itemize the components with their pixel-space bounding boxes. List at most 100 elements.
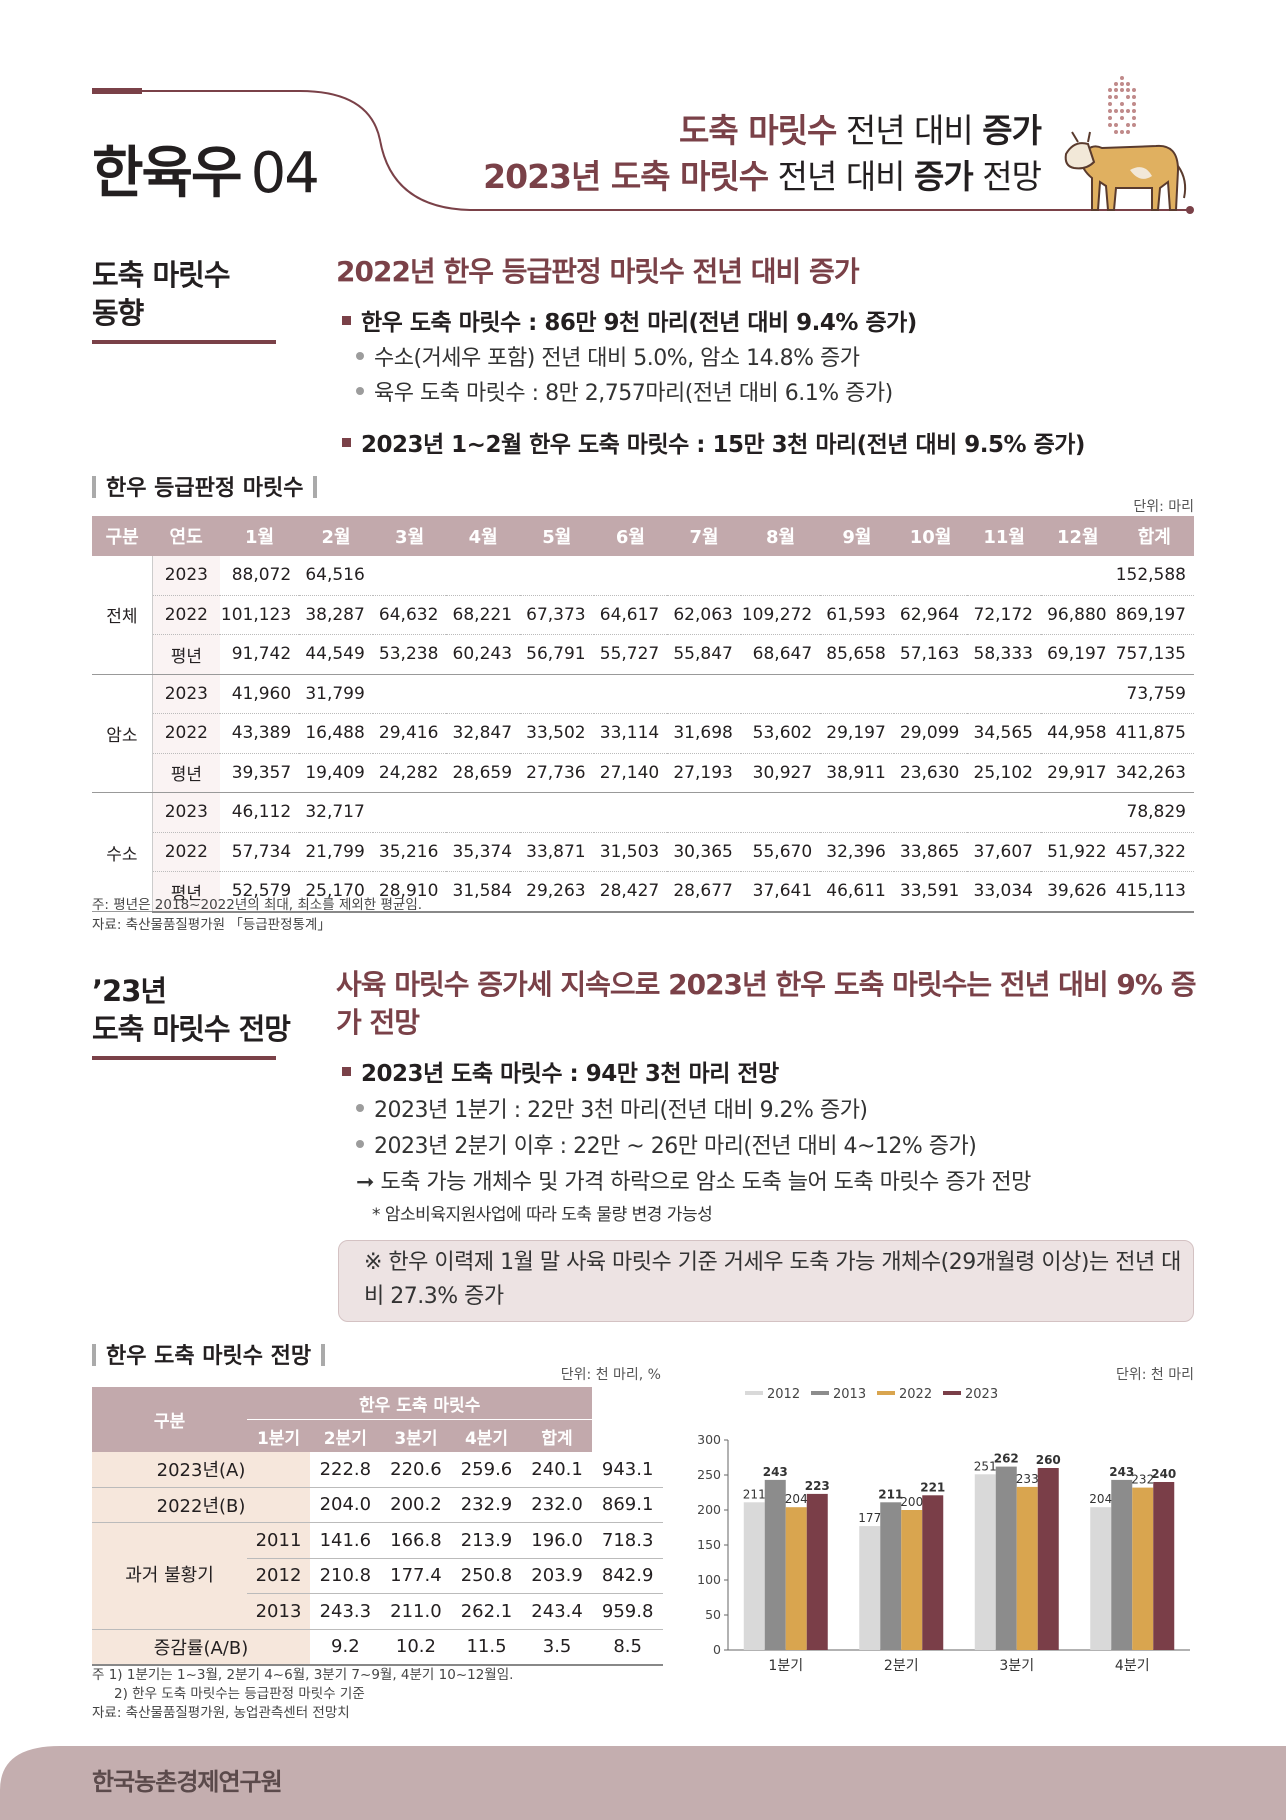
legend-label: 2012 xyxy=(767,1387,800,1402)
table1-cell xyxy=(893,556,968,596)
table1-cell: 55,727 xyxy=(593,634,668,675)
table2-row: 증감률(A/B) 9.2 10.2 11.5 3.5 8.5 xyxy=(92,1629,663,1666)
table2-cell: 259.6 xyxy=(451,1452,522,1488)
bar xyxy=(1016,1486,1038,1650)
footer-org: 한국농촌경제연구원 xyxy=(92,1768,283,1796)
table2-row-label: 2023년(A) xyxy=(92,1452,311,1488)
table2-cell: 718.3 xyxy=(592,1522,663,1559)
table1-cell: 342,263 xyxy=(1114,753,1194,793)
table1-cell: 32,847 xyxy=(446,713,521,754)
table1-cell: 33,502 xyxy=(520,713,594,754)
table1-header-cell: 12월 xyxy=(1040,516,1115,556)
y-tick-label: 300 xyxy=(697,1432,721,1447)
table2-cell: 243.4 xyxy=(521,1593,593,1630)
callout-text: ※ 한우 이력제 1월 말 사육 마릿수 기준 거세우 도축 가능 개체수(29… xyxy=(364,1250,1181,1309)
table1-row: 2022 101,123 38,287 64,632 68,221 67,373 64,61… xyxy=(92,595,1194,635)
table2-cell: 11.5 xyxy=(451,1629,522,1666)
table2-cell: 3.5 xyxy=(521,1629,593,1666)
legend-label: 2023 xyxy=(965,1387,998,1402)
table1-cell: 56,791 xyxy=(520,634,594,675)
table1-header-cell: 구분 xyxy=(92,516,153,556)
table2-cell: 210.8 xyxy=(310,1558,381,1594)
table1-cell: 32,396 xyxy=(820,832,894,872)
table1-header-cell: 5월 xyxy=(520,516,594,556)
table1-year-cell: 2023 xyxy=(152,556,220,596)
table1-cell: 415,113 xyxy=(1114,871,1194,913)
section1-bullet-2: 2023년 1~2월 한우 도축 마릿수 : 15만 3천 마리(전년 대비 9… xyxy=(342,425,1085,459)
arrow-icon: ➞ xyxy=(356,1170,381,1195)
table1-header-cell: 6월 xyxy=(593,516,668,556)
table2-row: 2022년(B) 204.0 200.2 232.9 232.0 869.1 xyxy=(92,1487,663,1523)
table1-cell xyxy=(372,556,447,596)
table1-cell xyxy=(967,674,1041,714)
table2-cell: 943.1 xyxy=(592,1452,663,1488)
table1-cell xyxy=(1040,674,1115,714)
bar-value-label: 240 xyxy=(1151,1467,1176,1481)
table2-cell: 240.1 xyxy=(521,1452,593,1488)
x-category-label: 3분기 xyxy=(999,1658,1034,1674)
cattle-icon xyxy=(1064,76,1187,211)
table1-cell: 25,170 xyxy=(299,871,373,913)
table1-cell: 39,626 xyxy=(1040,871,1115,913)
table2-year-cell: 2012 xyxy=(247,1558,311,1594)
table2-quarter-header: 합계 xyxy=(521,1419,593,1452)
table1-cell xyxy=(967,792,1041,833)
table1-header-cell: 10월 xyxy=(893,516,968,556)
table1-cell: 33,034 xyxy=(967,871,1041,913)
y-tick-label: 250 xyxy=(697,1467,721,1482)
table1-cell: 39,357 xyxy=(219,753,300,793)
bar xyxy=(974,1474,996,1650)
bar-value-label: 223 xyxy=(805,1479,830,1493)
table2-row: 2013 243.3 211.0 262.1 243.4 959.8 xyxy=(92,1593,663,1630)
table1-cell: 28,427 xyxy=(593,871,668,913)
bar xyxy=(1153,1482,1175,1650)
table2-cell: 250.8 xyxy=(451,1558,522,1594)
table1-cell: 152,588 xyxy=(1114,556,1194,596)
table1-cell: 23,630 xyxy=(893,753,968,793)
table1-year-cell: 2022 xyxy=(152,832,220,872)
table1-cell: 38,911 xyxy=(820,753,894,793)
table1-cell xyxy=(593,674,668,714)
table1-row: 암소 2023 41,960 31,799 73,759 xyxy=(92,674,1194,793)
table1-cell: 31,799 xyxy=(299,674,373,714)
bar xyxy=(1037,1468,1059,1650)
table1-header-cell: 9월 xyxy=(820,516,894,556)
table1-cell xyxy=(820,674,894,714)
table1-cell: 35,216 xyxy=(372,832,447,872)
section2-star-note: * 암소비육지원사업에 따라 도축 물량 변경 가능성 xyxy=(372,1205,713,1225)
bar-value-label: 260 xyxy=(1036,1453,1061,1467)
table1-cell: 64,632 xyxy=(372,595,447,635)
table1-cell: 869,197 xyxy=(1114,595,1194,635)
table2-row-label: 증감률(A/B) xyxy=(92,1629,311,1666)
table2-row-label: 2022년(B) xyxy=(92,1487,311,1523)
table1: 구분 연도 1월 2월 3월 4월 5월 6월 7월 8월 9월 10월 11월 12월 합계 전체 2023… xyxy=(92,516,1194,913)
table1-cell xyxy=(740,792,821,833)
table2-cell: 211.0 xyxy=(380,1593,452,1630)
table1-cell: 72,172 xyxy=(967,595,1041,635)
table1-cell: 29,416 xyxy=(372,713,447,754)
y-tick-label: 100 xyxy=(697,1572,721,1587)
bar-value-label: 243 xyxy=(763,1465,788,1479)
table2-head-group: 구분 xyxy=(92,1387,247,1452)
table2-cell: 203.9 xyxy=(521,1558,593,1594)
table1-cell: 55,670 xyxy=(740,832,821,872)
table1-year-cell: 평년 xyxy=(152,634,220,675)
table1-cell: 57,734 xyxy=(219,832,300,872)
table1-header-cell: 2월 xyxy=(299,516,373,556)
table1-cell xyxy=(967,556,1041,596)
table2-cell: 222.8 xyxy=(310,1452,381,1488)
table1-cell xyxy=(1040,556,1115,596)
table2-cell: 213.9 xyxy=(451,1522,522,1559)
section2-side-title: ’23년 도축 마릿수 전망 xyxy=(92,974,291,1046)
table1-year-cell: 2023 xyxy=(152,674,220,714)
section2-sub-1: 2023년 1분기 : 22만 3천 마리(전년 대비 9.2% 증가) xyxy=(356,1092,868,1124)
table2-title: 한우 도축 마릿수 전망 xyxy=(92,1338,335,1370)
x-category-label: 4분기 xyxy=(1115,1658,1150,1674)
y-tick-label: 50 xyxy=(705,1607,721,1622)
bar xyxy=(995,1466,1017,1650)
table1-cell xyxy=(593,792,668,833)
legend-label: 2013 xyxy=(833,1387,866,1402)
table1-cell xyxy=(372,674,447,714)
table1-row: 전체 2023 88,072 64,516 152,588 xyxy=(92,556,1194,675)
table1-cell xyxy=(893,792,968,833)
